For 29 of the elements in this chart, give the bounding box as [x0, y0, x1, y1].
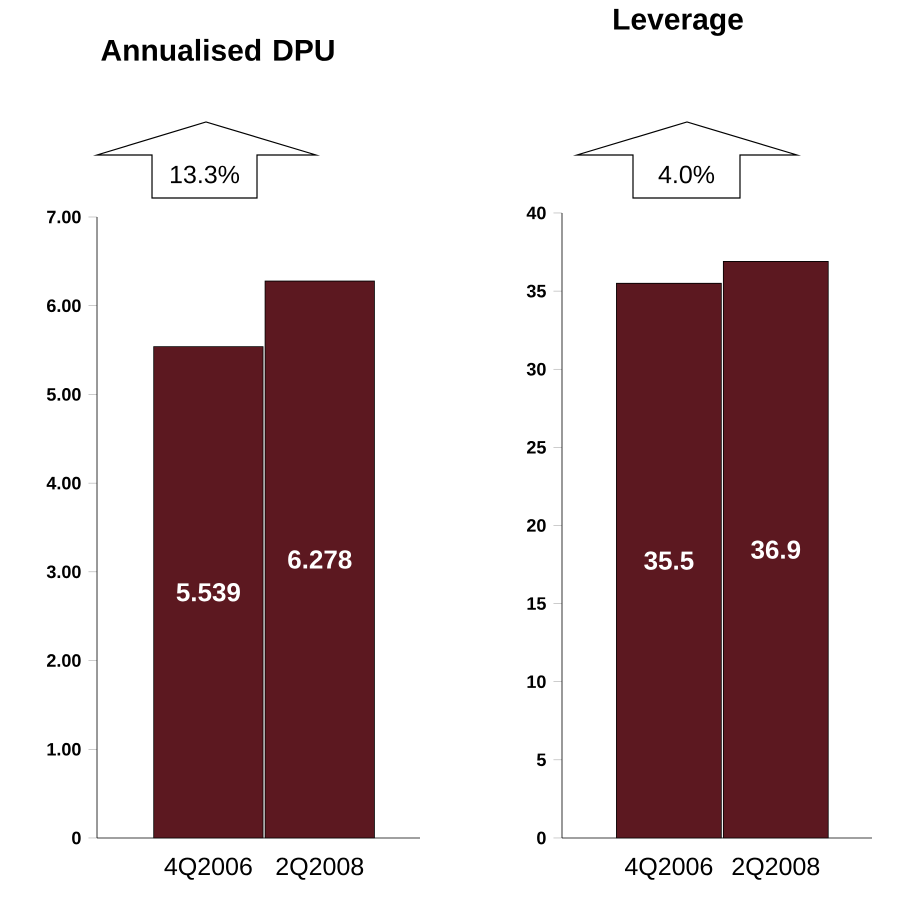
- y-tick-label: 25: [527, 440, 546, 454]
- y-tick-label: 5.00: [46, 388, 81, 401]
- x-tick-label: 2Q2008: [732, 858, 820, 880]
- y-tick-label: 5: [536, 754, 546, 766]
- chart-title: Annualised DPU: [101, 38, 334, 61]
- x-tick-label: 4Q2006: [164, 858, 252, 880]
- data-label: 35.5: [644, 551, 694, 570]
- chart-title: Leverage: [614, 8, 743, 36]
- data-label: 5.539: [176, 583, 240, 602]
- y-tick-label: 3.00: [46, 565, 81, 578]
- y-tick-label: 1.00: [48, 742, 81, 756]
- y-tick-label: 7.00: [47, 210, 81, 224]
- y-tick-label: 30: [526, 362, 546, 376]
- y-tick-label: 10: [528, 675, 546, 688]
- y-tick-label: 2.00: [47, 654, 81, 667]
- text: 4.0%: [658, 166, 714, 184]
- x-tick-label: 4Q2006: [624, 858, 712, 880]
- y-tick-label: 40: [526, 206, 546, 220]
- y-tick-label: 4.00: [46, 476, 81, 490]
- text: 13.3%: [170, 166, 240, 184]
- x-tick-label: 2Q2008: [276, 858, 364, 880]
- y-tick-label: 6.00: [47, 299, 81, 312]
- data-label: 6.278: [288, 550, 352, 569]
- y-tick-label: 0: [537, 832, 546, 844]
- y-tick-label: 0: [72, 832, 81, 844]
- y-tick-label: 20: [527, 519, 546, 532]
- y-tick-label: 15: [528, 597, 546, 610]
- y-tick-label: 35: [526, 284, 546, 298]
- data-label: 36.9: [751, 540, 800, 559]
